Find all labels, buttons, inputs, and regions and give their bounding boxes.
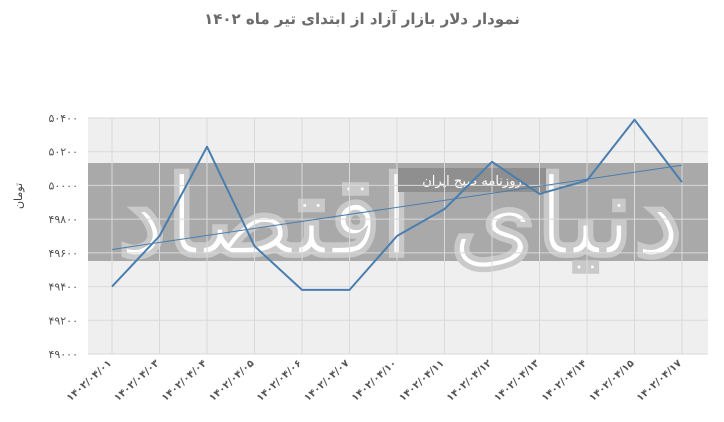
x-axis-ticks: ۱۴۰۲/۰۴/۰۱۱۴۰۲/۰۴/۰۳۱۴۰۲/۰۴/۰۴۱۴۰۲/۰۴/۰۵… bbox=[65, 358, 684, 404]
x-tick-label: ۱۴۰۲/۰۴/۱۱ bbox=[397, 358, 446, 404]
x-tick-label: ۱۴۰۲/۰۴/۱۰ bbox=[350, 358, 399, 404]
x-tick-label: ۱۴۰۲/۰۴/۰۷ bbox=[302, 358, 351, 404]
y-tick-label: ۴۹۸۰۰ bbox=[48, 213, 78, 226]
x-tick-label: ۱۴۰۲/۰۴/۰۳ bbox=[112, 358, 161, 404]
x-tick-label: ۱۴۰۲/۰۴/۰۶ bbox=[255, 358, 304, 404]
x-tick-label: ۱۴۰۲/۰۴/۰۵ bbox=[207, 358, 256, 404]
y-tick-label: ۵۰۰۰۰ bbox=[48, 179, 78, 192]
y-axis-label: تومان bbox=[12, 183, 25, 209]
series-line bbox=[111, 118, 683, 291]
x-tick-label: ۱۴۰۲/۰۴/۱۳ bbox=[492, 358, 541, 404]
chart-title: نمودار دلار بازار آزاد از ابتدای تیر ماه… bbox=[204, 10, 520, 28]
x-tick-label: ۱۴۰۲/۰۴/۱۲ bbox=[445, 358, 494, 404]
y-tick-label: ۵۰۴۰۰ bbox=[48, 112, 78, 125]
y-axis-ticks: ۴۹۰۰۰ ۴۹۲۰۰ ۴۹۴۰۰ ۴۹۶۰۰ ۴۹۸۰۰ ۵۰۰۰۰ ۵۰۲۰۰ ۵۰۴۰۰ bbox=[48, 112, 78, 361]
y-tick-label: ۴۹۶۰۰ bbox=[48, 247, 78, 260]
y-tick-label: ۴۹۴۰۰ bbox=[48, 281, 78, 294]
series-polyline bbox=[111, 118, 683, 291]
x-tick-label: ۱۴۰۲/۰۴/۰۴ bbox=[160, 358, 209, 404]
x-tick-label: ۱۴۰۲/۰۴/۱۵ bbox=[587, 358, 636, 404]
y-tick-label: ۴۹۰۰۰ bbox=[48, 348, 78, 361]
y-tick-label: ۴۹۲۰۰ bbox=[48, 314, 78, 327]
x-tick-label: ۱۴۰۲/۰۴/۰۱ bbox=[65, 358, 114, 404]
gridlines bbox=[88, 117, 708, 355]
x-tick-label: ۱۴۰۲/۰۴/۱۷ bbox=[635, 358, 684, 404]
y-tick-label: ۵۰۲۰۰ bbox=[48, 146, 78, 159]
x-tick-label: ۱۴۰۲/۰۴/۱۴ bbox=[540, 358, 589, 404]
watermark-sub-box bbox=[398, 168, 546, 192]
